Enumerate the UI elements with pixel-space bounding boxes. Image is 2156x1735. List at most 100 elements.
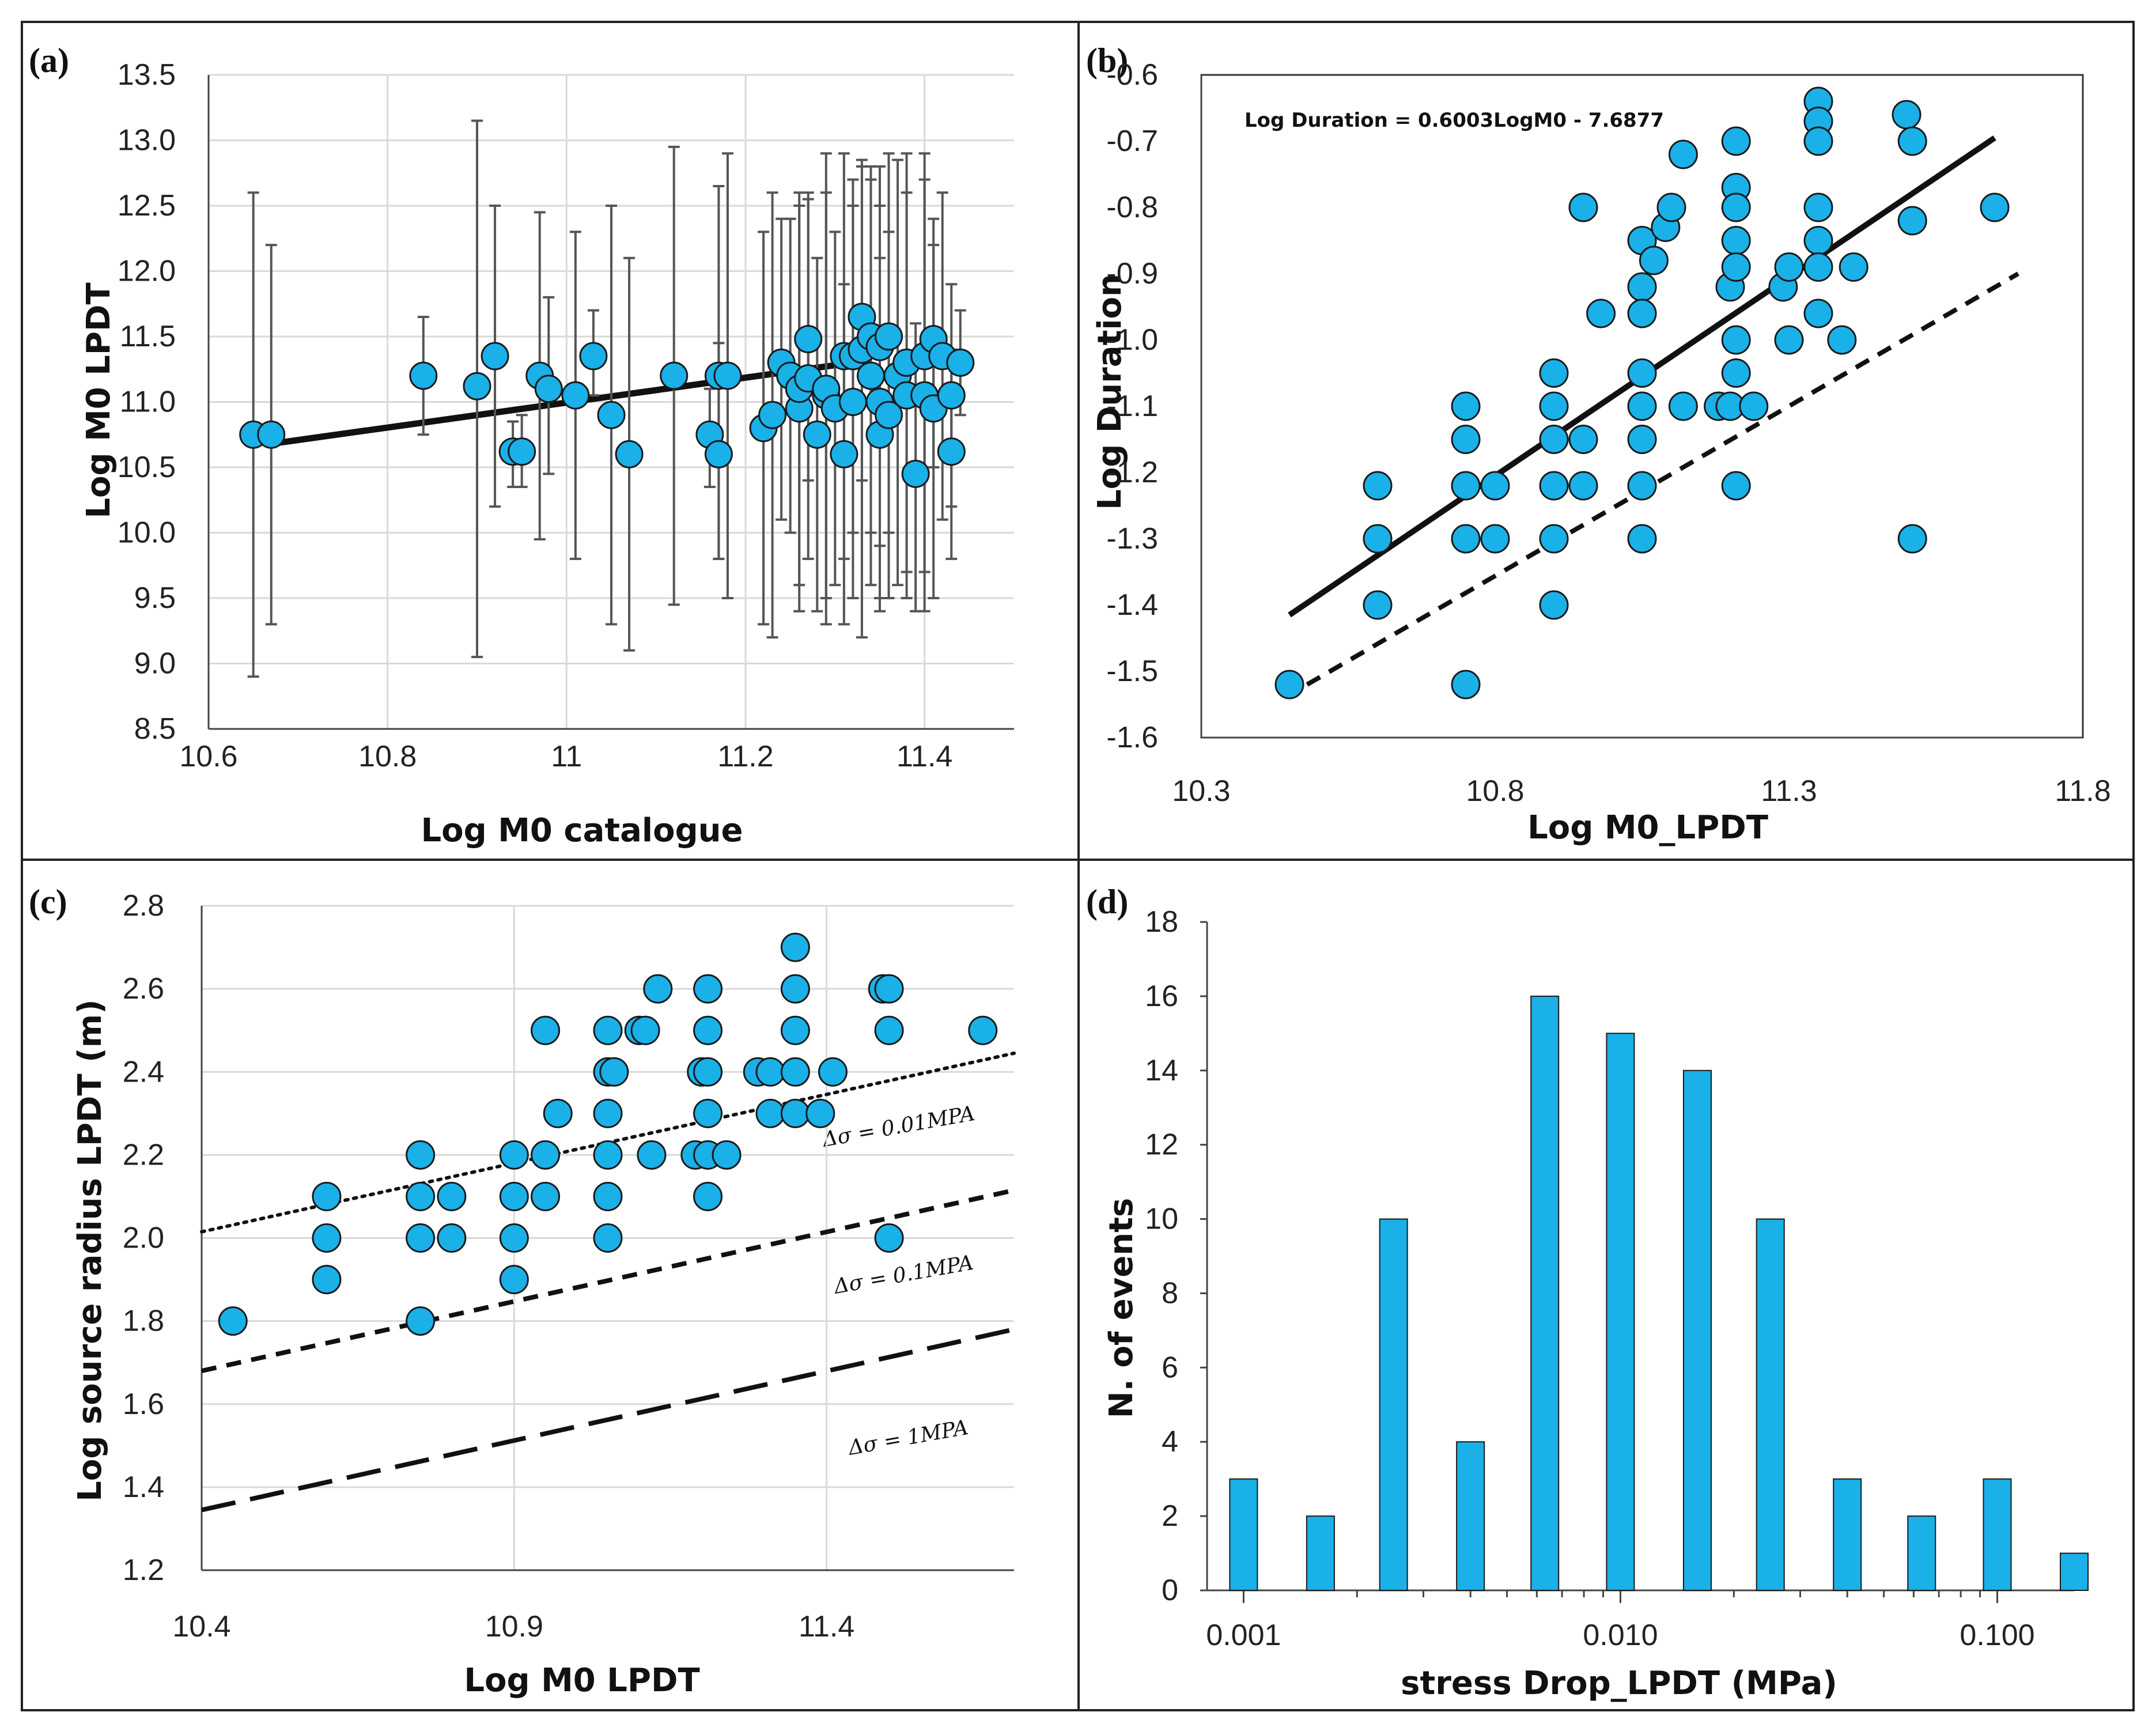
panel-b-ytick-label-5: -1.1	[1106, 390, 1158, 423]
panel-a-point-10	[579, 342, 608, 371]
panel-c-point-33	[693, 1057, 723, 1087]
panel-c-point-0	[218, 1306, 248, 1336]
panel-c-point-15	[531, 1140, 561, 1170]
panel-d-ytick-label-4: 8	[1162, 1276, 1178, 1310]
panel-c-point-18	[593, 1015, 623, 1045]
panel-a-point-12	[615, 440, 644, 468]
panel-a-ytick-label-7: 12.0	[118, 255, 176, 288]
panel-c-point-26	[630, 1015, 660, 1045]
panel-a-ytick-label-8: 12.5	[118, 189, 176, 222]
panel-a-xtick-label-1: 10.8	[358, 740, 417, 773]
panel-c-point-23	[593, 1223, 623, 1253]
panel-b-point-55	[1803, 298, 1833, 328]
panel-b-point-61	[1897, 524, 1927, 554]
panel-b-point-41	[1721, 252, 1751, 282]
panel-a-point-46	[901, 459, 930, 488]
panel-c-point-5	[406, 1181, 436, 1211]
panel-c-ytick-label-2: 1.6	[123, 1388, 164, 1421]
panel-b-point-4	[1451, 391, 1481, 421]
panel-a-ytick-label-2: 9.5	[134, 581, 176, 615]
panel-b-point-33	[1668, 391, 1698, 421]
panel-b-point-53	[1803, 226, 1833, 255]
panel-d-ytick-label-2: 4	[1162, 1425, 1178, 1458]
panel-d-ylabel: N. of events	[1103, 1198, 1140, 1418]
panel-a-line-0	[270, 359, 854, 447]
panel-c-point-3	[312, 1265, 342, 1295]
panel-c-point-44	[780, 1057, 810, 1087]
panel-b-point-32	[1668, 139, 1698, 169]
panel-c-ytick-label-5: 2.2	[123, 1138, 164, 1171]
panel-d-xtick-label-0: 0.001	[1206, 1619, 1281, 1652]
panel-b-ytick-label-9: -0.7	[1106, 124, 1158, 158]
panel-b-point-8	[1451, 670, 1481, 700]
panel-b-ytick-label-7: -0.9	[1106, 257, 1158, 290]
panel-c-ytick-label-6: 2.4	[123, 1055, 164, 1088]
panel-a-point-25	[794, 325, 823, 354]
panel-a: (a) Log M0 catalogue Log M0 LPDT 8.5 9.0 9…	[29, 41, 1014, 849]
panel-a-point-17	[713, 361, 742, 390]
panel-d-bar-5	[1606, 1033, 1635, 1592]
panel-d-bar-3	[1456, 1441, 1485, 1591]
panel-b-point-45	[1739, 391, 1769, 421]
panel-b-point-5	[1451, 425, 1481, 454]
panel-a-point-52	[937, 437, 966, 466]
panel-b-point-31	[1656, 192, 1686, 222]
panel-c-ylabel: Log source radius LPDT (m)	[71, 999, 109, 1502]
panel-a-point-31	[830, 440, 858, 468]
panel-b-point-57	[1839, 252, 1868, 282]
panel-a-point-4	[481, 342, 509, 371]
panel-b-point-23	[1627, 298, 1657, 328]
panel-b-point-10	[1480, 524, 1510, 554]
panel-b-xlabel: Log M0_LPDT	[1527, 809, 1768, 846]
panel-c-point-43	[780, 1015, 810, 1045]
panel-c-ytick-label-4: 2.0	[123, 1222, 164, 1255]
panel-d: (d) stress Drop_LPDT (MPa) N. of events …	[1086, 883, 2089, 1702]
panel-b-point-16	[1539, 590, 1569, 620]
panel-a-ytick-label-5: 11.0	[120, 385, 176, 419]
panel-d-ytick-label-3: 6	[1162, 1351, 1178, 1384]
panel-c-point-11	[499, 1181, 529, 1211]
panel-b-point-25	[1627, 391, 1657, 421]
panel-c-point-31	[693, 974, 723, 1004]
panel-a-ytick-label-6: 11.5	[120, 320, 176, 353]
panel-b-point-40	[1721, 226, 1751, 255]
panel-a-point-6	[508, 437, 536, 466]
panel-c-point-4	[406, 1140, 436, 1170]
panel-c-point-6	[406, 1223, 436, 1253]
panel-d-ytick-label-9: 18	[1145, 905, 1178, 939]
panel-b-point-62	[1980, 192, 2010, 222]
panel-b-point-52	[1803, 192, 1833, 222]
panel-c-xlabel: Log M0 LPDT	[464, 1662, 699, 1699]
panel-b-point-13	[1539, 425, 1569, 454]
panel-c-point-17	[543, 1098, 573, 1128]
panel-a-point-54	[946, 348, 975, 377]
panel-a-label: (a)	[29, 41, 69, 80]
panel-d-bar-7	[1756, 1218, 1785, 1592]
panel-a-ylabel: Log M0 LPDT	[80, 282, 118, 518]
panel-d-xlabel: stress Drop_LPDT (MPa)	[1401, 1665, 1837, 1702]
panel-a-ytick-label-10: 13.5	[118, 58, 176, 92]
panel-b-ytick-label-0: -1.6	[1106, 721, 1158, 754]
panel-d-bar-9	[1907, 1515, 1936, 1591]
panel-d-ytick-label-8: 16	[1145, 980, 1178, 1013]
panel-c-ytick-label-0: 1.2	[123, 1553, 164, 1587]
panel-a-ytick-label-0: 8.5	[134, 712, 176, 746]
panel-c-ytick-label-8: 2.8	[123, 889, 164, 923]
panel-d-ytick-label-5: 10	[1145, 1203, 1178, 1236]
panel-b-point-37	[1721, 126, 1751, 156]
panel-c-point-14	[531, 1015, 561, 1045]
panel-c-point-45	[780, 1098, 810, 1128]
panel-b-xtick-label-3: 11.8	[2055, 774, 2110, 808]
panel-d-bar-11	[2060, 1552, 2089, 1592]
panel-a-point-3	[463, 372, 491, 400]
panel-b-point-12	[1539, 391, 1569, 421]
panel-a-ytick-label-9: 13.0	[118, 124, 176, 157]
panel-a-point-41	[875, 400, 903, 429]
panel-b-point-7	[1451, 524, 1481, 554]
panel-c-point-51	[874, 1223, 904, 1253]
panel-c-line-1	[201, 1188, 1015, 1374]
panel-b-xtick-label-2: 11.3	[1761, 774, 1817, 808]
panel-a-point-15	[704, 440, 733, 468]
panel-b-point-0	[1274, 670, 1304, 700]
panel-c-point-12	[499, 1223, 529, 1253]
